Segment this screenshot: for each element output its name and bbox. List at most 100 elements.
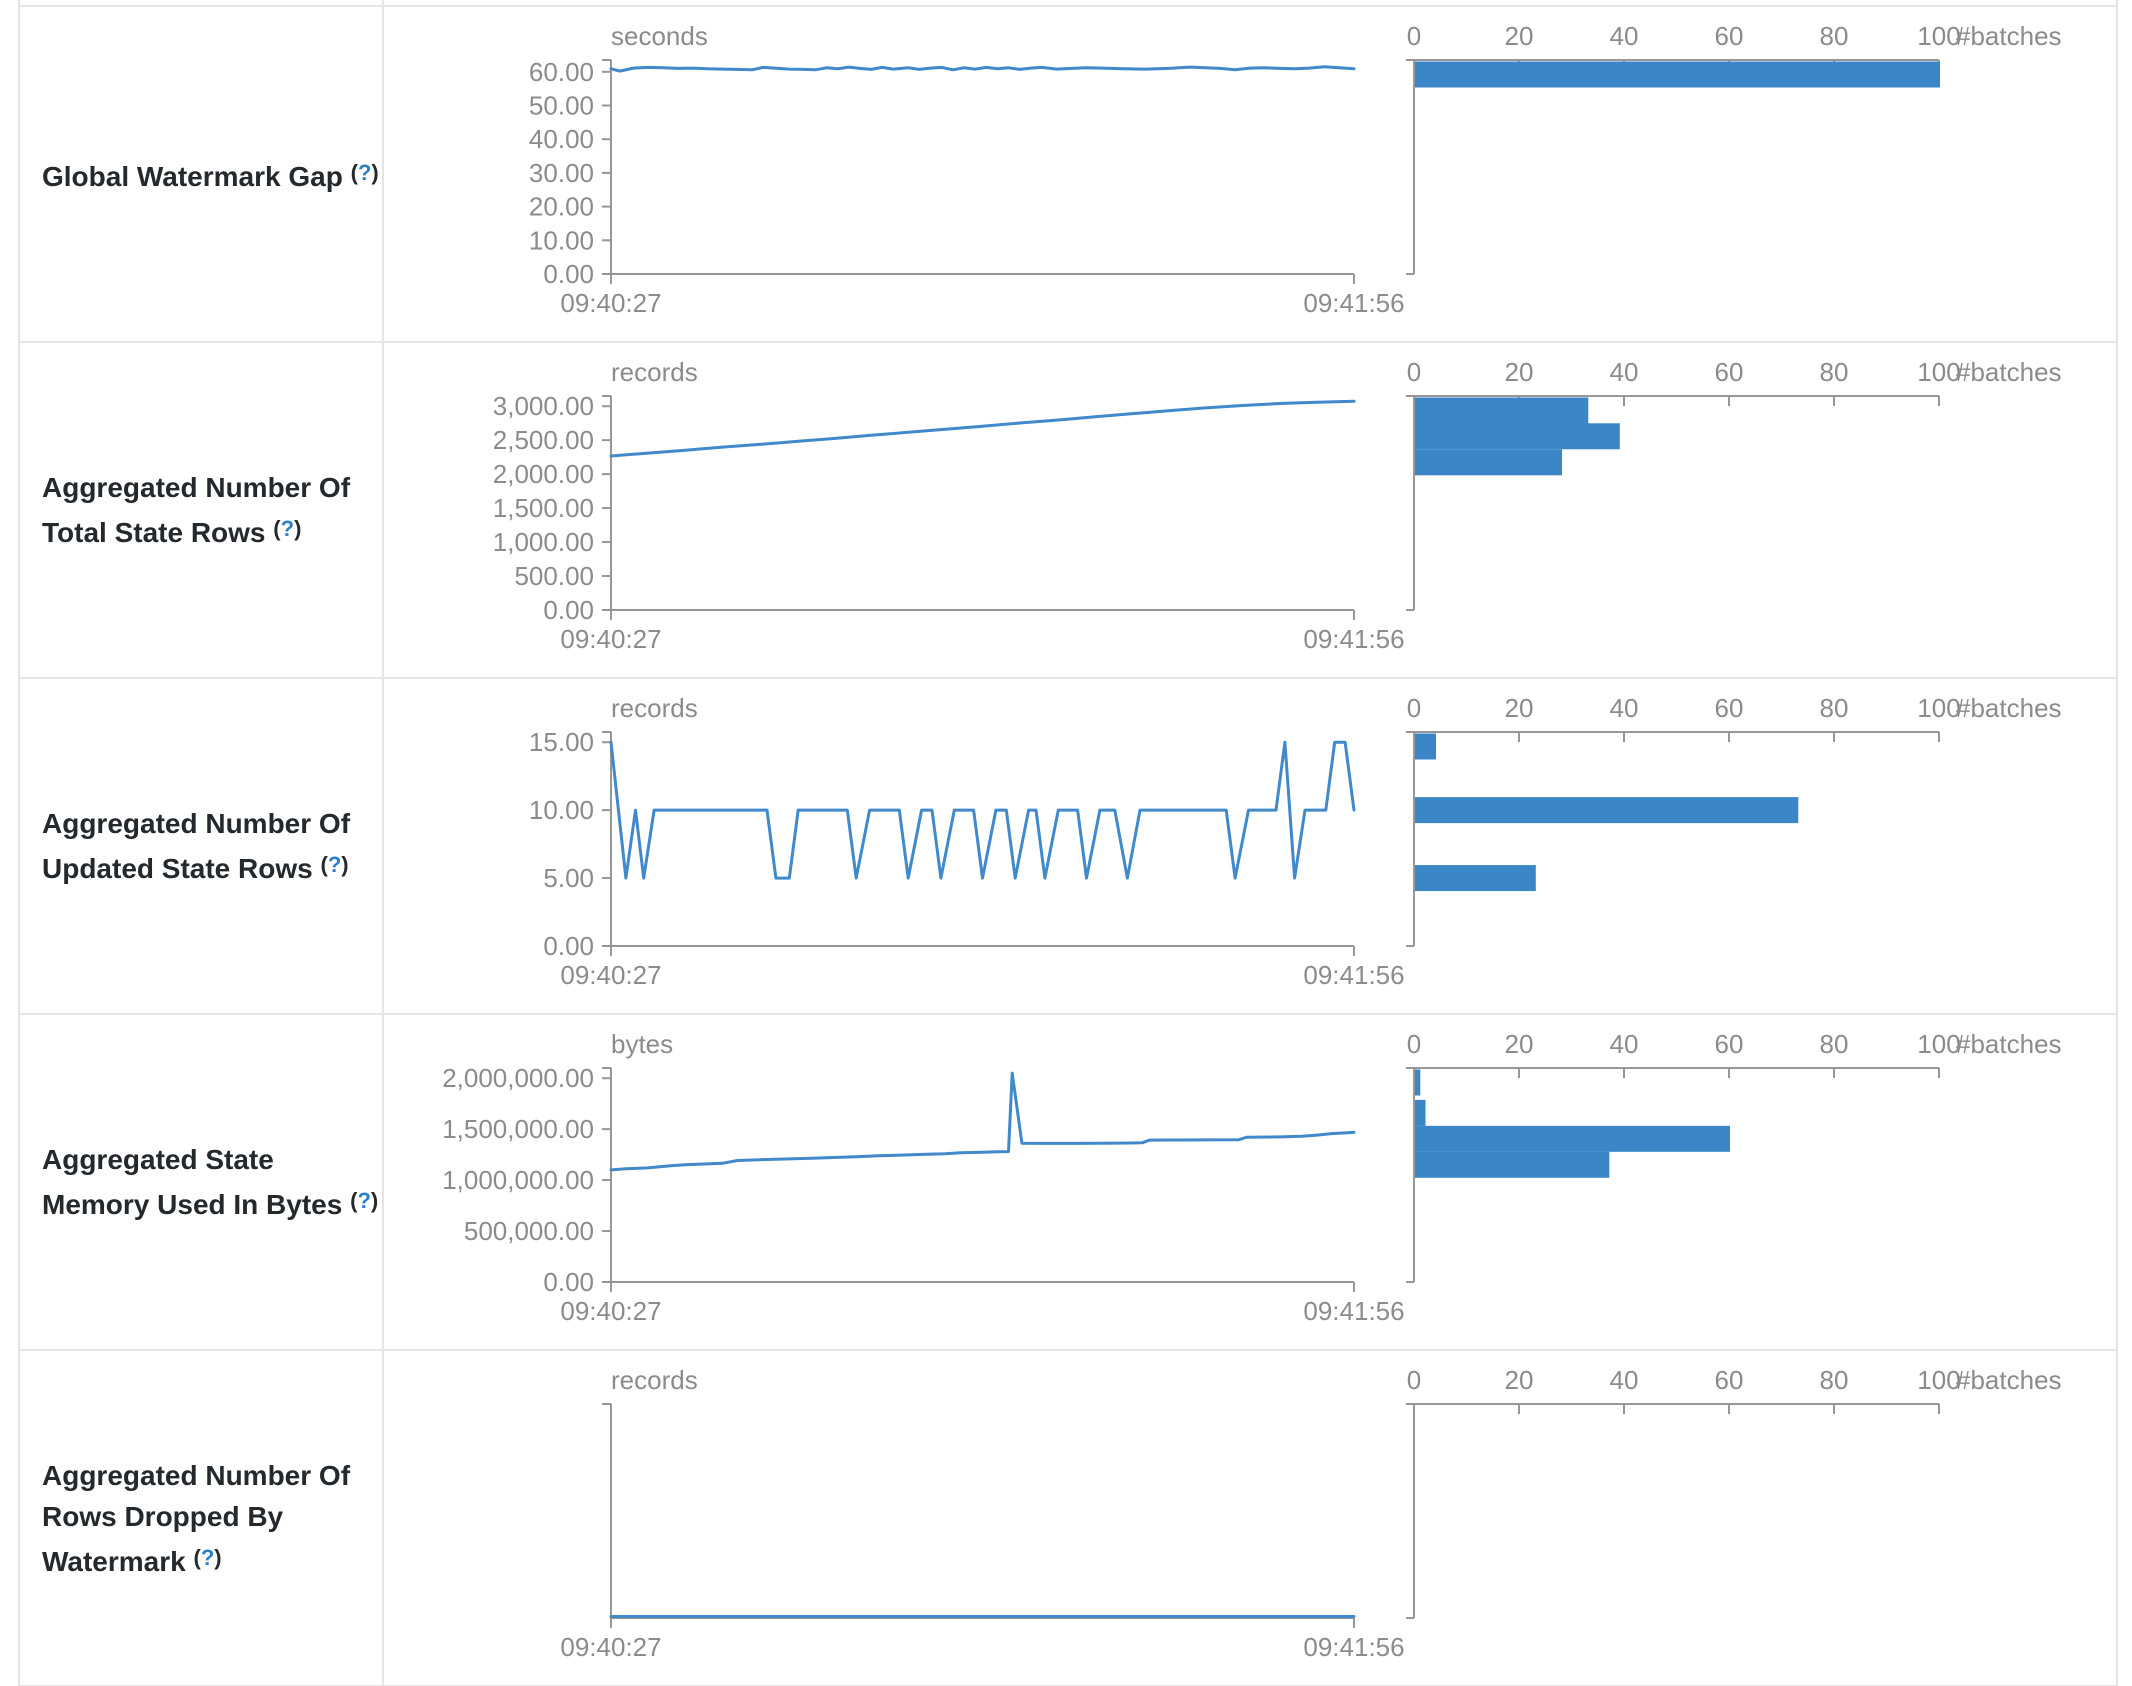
svg-text:09:41:56: 09:41:56 (1303, 1296, 1404, 1326)
svg-text:09:41:56: 09:41:56 (1303, 624, 1404, 654)
svg-text:1,000,000.00: 1,000,000.00 (442, 1165, 594, 1195)
svg-text:0.00: 0.00 (543, 1267, 594, 1297)
help-tooltip-link[interactable]: (?) (350, 1188, 378, 1213)
metric-label: Global Watermark Gap (?) (42, 152, 382, 197)
metric-name: Global Watermark Gap (42, 160, 343, 192)
metric-label: Aggregated Number Of Updated State Rows … (42, 803, 382, 889)
svg-text:80: 80 (1820, 1029, 1849, 1059)
histogram-bar (1415, 449, 1562, 476)
metric-label: Aggregated State Memory Used In Bytes (?… (42, 1139, 382, 1225)
svg-text:0: 0 (1407, 357, 1421, 387)
paren-close: ) (294, 516, 302, 541)
question-mark-icon[interactable]: ? (357, 1188, 371, 1213)
svg-text:80: 80 (1820, 357, 1849, 387)
histogram-bar (1415, 865, 1536, 892)
svg-text:records: records (611, 693, 698, 723)
svg-text:2,000,000.00: 2,000,000.00 (442, 1063, 594, 1093)
timeline-and-histogram-chart: records 09:40:27 09:41:56 0 20 40 60 80 100#batc… (560, 1365, 2062, 1662)
metric-row: Aggregated Number Of Total State Rows (?… (20, 343, 2116, 679)
svg-text:100: 100 (1917, 1365, 1960, 1395)
svg-text:20: 20 (1505, 21, 1534, 51)
svg-text:09:41:56: 09:41:56 (1303, 960, 1404, 990)
svg-text:0: 0 (1407, 693, 1421, 723)
chart-cell: records 3,000.00 2,500.00 2,000.00 1,500.00 1… (384, 343, 2116, 677)
paren-open: ( (273, 516, 281, 541)
metric-row: Aggregated Number Of Rows Dropped By Wat… (20, 1351, 2116, 1685)
svg-text:40: 40 (1610, 21, 1639, 51)
svg-text:20: 20 (1505, 1365, 1534, 1395)
svg-text:500.00: 500.00 (514, 561, 594, 591)
svg-text:09:41:56: 09:41:56 (1303, 288, 1404, 318)
histogram-bar (1415, 733, 1436, 760)
timeline-and-histogram-chart: records 3,000.00 2,500.00 2,000.00 1,500.00 1… (493, 357, 2062, 654)
svg-text:09:40:27: 09:40:27 (560, 960, 661, 990)
question-mark-icon[interactable]: ? (327, 852, 342, 877)
paren-close: ) (214, 1544, 222, 1570)
svg-text:15.00: 15.00 (529, 727, 594, 757)
svg-text:1,500,000.00: 1,500,000.00 (442, 1114, 594, 1144)
metric-name: Aggregated State Memory Used In Bytes (42, 1144, 343, 1220)
help-tooltip-link[interactable]: (?) (193, 1545, 221, 1570)
svg-text:0: 0 (1407, 1029, 1421, 1059)
chart-cell: records 09:40:27 09:41:56 0 20 40 60 80 100 #batc… (384, 1351, 2116, 1685)
svg-text:09:40:27: 09:40:27 (560, 1632, 661, 1662)
svg-text:0.00: 0.00 (543, 259, 594, 289)
chart-cell: records 15.00 10.00 5.00 0.00 09:40:27 09:41:5… (384, 679, 2116, 1013)
svg-text:bytes: bytes (611, 1029, 673, 1059)
question-mark-icon[interactable]: ? (357, 159, 372, 185)
question-mark-icon[interactable]: ? (200, 1544, 215, 1570)
paren-close: ) (341, 852, 349, 877)
svg-text:40: 40 (1610, 1365, 1639, 1395)
histogram-bar (1415, 423, 1620, 450)
histogram-bar (1415, 61, 1940, 88)
svg-text:#batches: #batches (1956, 21, 2062, 51)
svg-text:60: 60 (1715, 693, 1744, 723)
svg-text:09:41:56: 09:41:56 (1303, 1632, 1404, 1662)
svg-text:20.00: 20.00 (529, 192, 594, 222)
metric-row: Global Watermark Gap (?) seconds 60.00 50.… (20, 7, 2116, 343)
svg-text:40.00: 40.00 (529, 124, 594, 154)
chart-cell: seconds 60.00 50.00 40.00 30.00 20.00 10.00 0.0… (384, 7, 2116, 341)
svg-text:#batches: #batches (1956, 357, 2062, 387)
svg-text:60: 60 (1715, 1029, 1744, 1059)
histogram-bar (1415, 1099, 1426, 1126)
svg-text:100: 100 (1917, 1029, 1960, 1059)
svg-text:#batches: #batches (1956, 693, 2062, 723)
svg-text:30.00: 30.00 (529, 158, 594, 188)
svg-text:1,500.00: 1,500.00 (493, 493, 594, 523)
previous-row-sliver (18, 0, 2118, 5)
metric-label-cell: Aggregated Number Of Rows Dropped By Wat… (20, 1351, 384, 1685)
svg-text:80: 80 (1820, 1365, 1849, 1395)
histogram-bar (1415, 1151, 1610, 1178)
svg-text:0.00: 0.00 (543, 931, 594, 961)
svg-text:09:40:27: 09:40:27 (560, 288, 661, 318)
svg-text:80: 80 (1820, 21, 1849, 51)
svg-text:100: 100 (1917, 357, 1960, 387)
svg-text:40: 40 (1610, 693, 1639, 723)
svg-text:100: 100 (1917, 21, 1960, 51)
help-tooltip-link[interactable]: (?) (273, 516, 301, 541)
question-mark-icon[interactable]: ? (280, 516, 295, 541)
chart-cell: bytes 2,000,000.00 1,500,000.00 1,000,000.0… (384, 1015, 2116, 1349)
svg-text:3,000.00: 3,000.00 (493, 391, 594, 421)
svg-text:0: 0 (1407, 1365, 1421, 1395)
svg-text:20: 20 (1505, 693, 1534, 723)
svg-text:#batches: #batches (1956, 1029, 2062, 1059)
metric-label-cell: Global Watermark Gap (?) (20, 7, 384, 341)
histogram-bar (1415, 797, 1799, 824)
help-tooltip-link[interactable]: (?) (351, 160, 379, 185)
metric-row: Aggregated Number Of Updated State Rows … (20, 679, 2116, 1015)
svg-text:20: 20 (1505, 357, 1534, 387)
svg-text:#batches: #batches (1956, 1365, 2062, 1395)
svg-text:50.00: 50.00 (529, 90, 594, 120)
svg-text:40: 40 (1610, 1029, 1639, 1059)
svg-text:records: records (611, 357, 698, 387)
svg-text:seconds: seconds (611, 21, 708, 51)
metric-row: Aggregated State Memory Used In Bytes (?… (20, 1015, 2116, 1351)
metric-name: Aggregated Number Of Total State Rows (42, 472, 351, 548)
svg-text:10.00: 10.00 (529, 225, 594, 255)
help-tooltip-link[interactable]: (?) (320, 852, 348, 877)
